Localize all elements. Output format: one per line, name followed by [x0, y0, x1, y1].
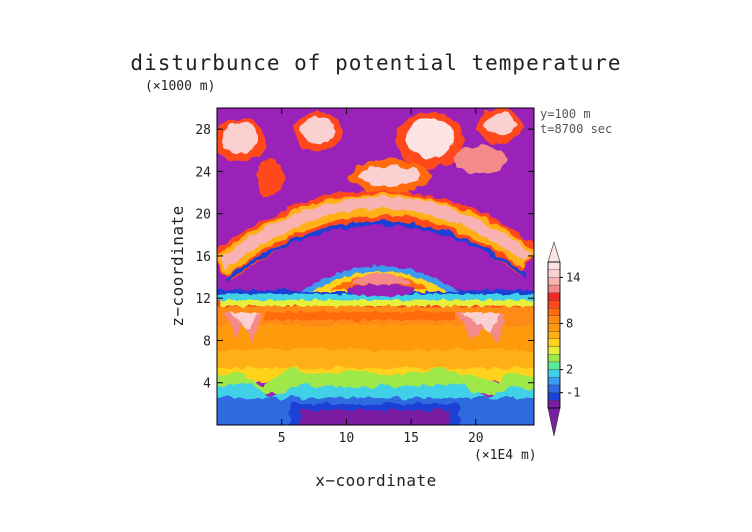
y-tick-label: 8	[203, 334, 211, 349]
y-tick-label: 20	[195, 208, 211, 223]
annotations: y=100 mt=8700 sec	[540, 107, 612, 136]
y-tick-label: 12	[195, 292, 211, 307]
tropopause-layer	[217, 266, 534, 306]
colorbar-extend-top	[547, 240, 561, 263]
y-tick-label: 16	[195, 250, 211, 265]
colorbar-segment	[547, 400, 561, 409]
colorbar-segment	[547, 354, 561, 363]
annotation-text: y=100 m	[540, 107, 591, 121]
x-axis-label: x−coordinate	[315, 471, 437, 490]
heatmap-field	[217, 108, 534, 425]
x-tick-label: 10	[339, 431, 355, 446]
x-tick-label: 20	[468, 431, 484, 446]
x-tick-label: 5	[278, 431, 286, 446]
colorbar-tick-label: 8	[566, 316, 573, 330]
colorbar-segment	[547, 307, 561, 316]
colorbar-tick-label: 2	[566, 363, 573, 377]
upper-patches	[217, 108, 522, 196]
plot-frame: 5 10 15 20 4 8 12 16 20 24 28	[195, 107, 535, 446]
upper-arc	[217, 189, 534, 282]
colorbar-segment	[547, 269, 561, 278]
colorbar-segment	[547, 331, 561, 339]
lower-layers	[217, 296, 534, 425]
y-axis-label: z−coordinate	[168, 205, 187, 327]
colorbar-segment	[547, 261, 561, 270]
colorbar-tick-label: 14	[566, 270, 580, 284]
colorbar-tick-label: -1	[566, 386, 580, 400]
y-tick-label: 24	[195, 165, 211, 180]
y-tick-label: 4	[203, 377, 211, 392]
x-axis-ticks: 5 10 15 20	[278, 108, 484, 446]
y-axis-ticks: 4 8 12 16 20 24 28	[195, 123, 534, 392]
colorbar-segment	[547, 369, 561, 378]
colorbar: -1 2 8 14	[547, 240, 580, 437]
chart-title: disturbunce of potential temperature	[130, 51, 621, 75]
colorbar-segment	[547, 392, 561, 401]
y-unit-label: (×1000 m)	[145, 79, 215, 94]
x-tick-label: 15	[403, 431, 419, 446]
annotation-text: t=8700 sec	[540, 122, 612, 136]
lower-highs	[225, 312, 505, 345]
colorbar-segment	[547, 300, 561, 309]
colorbar-segment	[547, 361, 561, 370]
colorbar-segment	[547, 315, 561, 324]
colorbar-segment	[547, 277, 561, 286]
colorbar-segment	[547, 292, 561, 301]
frame-box	[216, 107, 535, 426]
colorbar-segment	[547, 377, 561, 386]
colorbar-segment	[547, 346, 561, 355]
y-tick-label: 28	[195, 123, 211, 138]
x-unit-label: (×1E4 m)	[474, 448, 537, 463]
colorbar-segment	[547, 284, 561, 293]
colorbar-segment	[547, 338, 561, 347]
colorbar-segment	[547, 384, 561, 393]
colorbar-extend-bottom	[547, 407, 561, 437]
colorbar-segment	[547, 323, 561, 332]
colorbar-frame	[547, 261, 561, 409]
